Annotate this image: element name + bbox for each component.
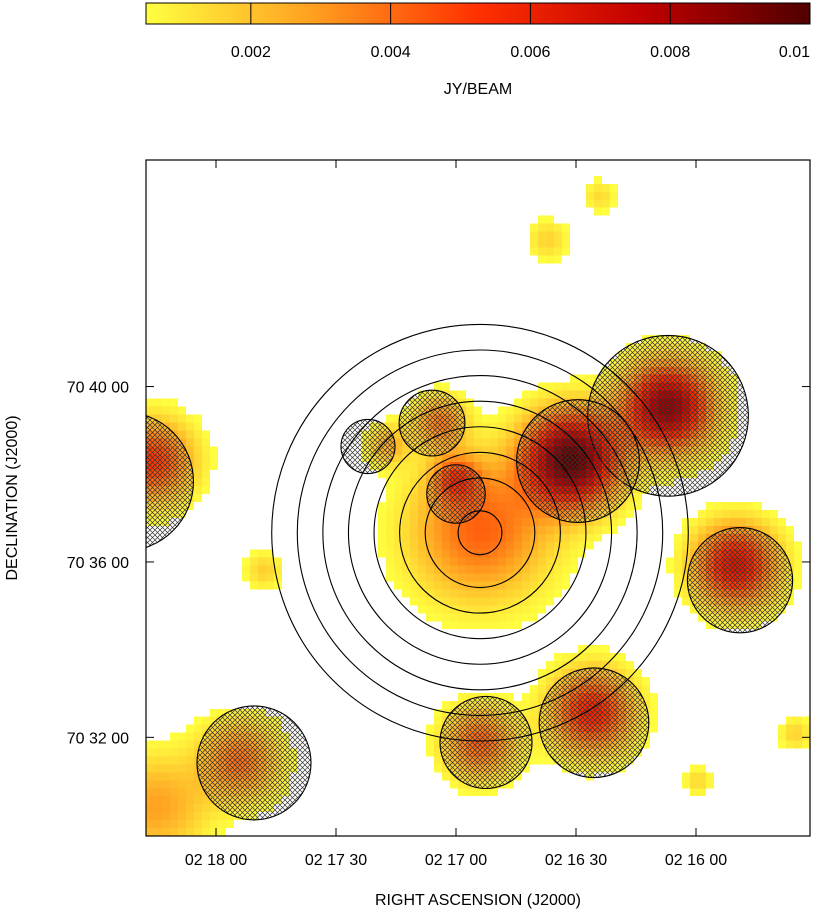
annulus-circle (373, 426, 587, 640)
colorbar-tick-label: 0.004 (371, 44, 411, 61)
axis-ticks: 02 18 00 02 17 30 02 17 00 02 16 30 02 16 00… (67, 160, 810, 869)
masked-region-circle (538, 667, 650, 779)
x-tick-label: 02 16 30 (545, 852, 607, 869)
x-tick-label: 02 16 00 (665, 852, 727, 869)
annulus-circle (424, 477, 536, 589)
circle-overlays (146, 323, 794, 821)
y-tick-label: 70 36 00 (67, 555, 129, 572)
colorbar-gradient (145, 2, 811, 25)
y-tick-label: 70 32 00 (67, 730, 129, 747)
masked-region-circle (196, 705, 312, 821)
colorbar-tick-label: 0.006 (510, 44, 550, 61)
x-axis-title: RIGHT ASCENSION (J2000) (375, 892, 581, 909)
annulus-circle (399, 451, 561, 614)
annulus-circle (271, 323, 689, 742)
colorbar-tick-label: 0.008 (650, 44, 690, 61)
masked-region-circle (146, 415, 194, 548)
colorbar-tick-label: 0.01 (779, 44, 810, 61)
colorbar: 0.002 0.004 0.006 0.008 0.01 JY/BEAM (145, 2, 811, 98)
annulus-circle (322, 375, 638, 691)
map-panel: 02 18 00 02 17 30 02 17 00 02 16 30 02 16 00… (4, 159, 811, 909)
masked-region-circle (426, 464, 486, 524)
colorbar-ticks: 0.002 0.004 0.006 0.008 0.01 (231, 3, 810, 61)
x-tick-label: 02 17 00 (425, 852, 487, 869)
colorbar-tick-label: 0.002 (231, 44, 271, 61)
annulus-circle (457, 510, 503, 556)
x-tick-label: 02 17 30 (305, 852, 367, 869)
masked-region-circle (439, 695, 533, 790)
x-tick-label: 02 18 00 (185, 852, 247, 869)
y-axis-title: DECLINATION (J2000) (4, 415, 21, 580)
annulus-circle (347, 400, 613, 665)
masked-region-circle (398, 389, 466, 457)
masked-region-circle (516, 399, 640, 524)
plot-frame (145, 159, 811, 837)
masked-region-circle (340, 418, 396, 475)
annulus-circle (296, 349, 664, 716)
masked-region-circle (686, 527, 794, 634)
y-tick-label: 70 40 00 (67, 380, 129, 397)
colorbar-label: JY/BEAM (444, 81, 512, 98)
